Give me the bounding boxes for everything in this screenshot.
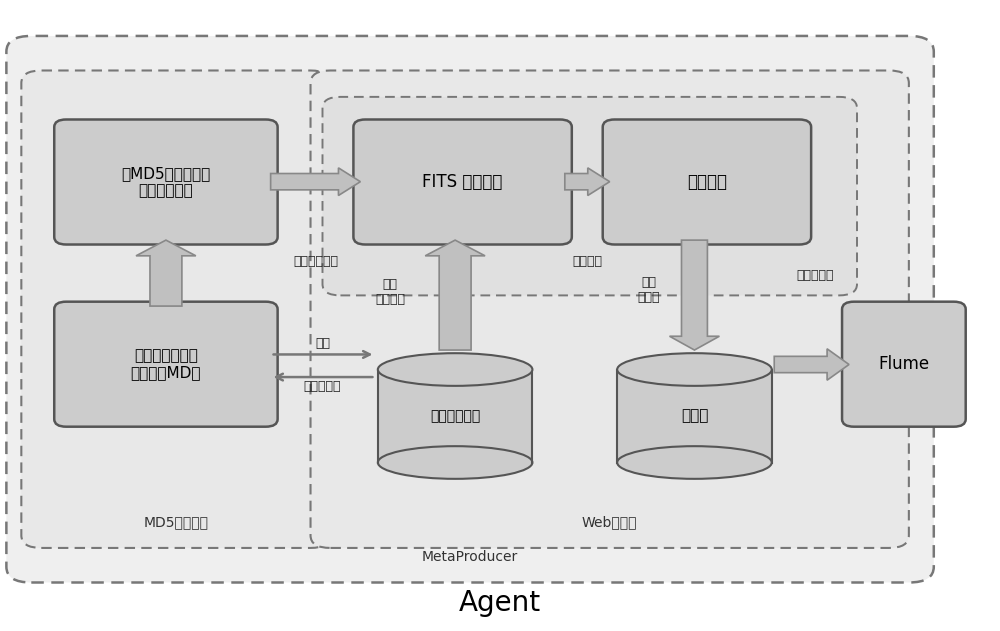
Text: Flume: Flume (878, 355, 929, 373)
FancyBboxPatch shape (21, 71, 330, 548)
Text: FITS 文件解析: FITS 文件解析 (422, 173, 503, 191)
Text: 数据解析器: 数据解析器 (797, 269, 834, 282)
Bar (378, 370, 532, 463)
FancyBboxPatch shape (842, 302, 966, 427)
Text: MD5码观测器: MD5码观测器 (143, 515, 208, 529)
FancyBboxPatch shape (322, 97, 857, 295)
Ellipse shape (617, 353, 772, 386)
FancyBboxPatch shape (6, 36, 934, 582)
Text: 数据源变化: 数据源变化 (304, 380, 341, 392)
Text: 数据清洗: 数据清洗 (687, 173, 727, 191)
Ellipse shape (378, 353, 532, 386)
Text: 数据动态信息: 数据动态信息 (293, 254, 338, 268)
Polygon shape (670, 240, 719, 350)
Text: 扫描: 扫描 (315, 337, 330, 350)
Text: 生成
元数据: 生成 元数据 (638, 276, 660, 304)
Bar (617, 370, 772, 463)
Polygon shape (774, 349, 849, 380)
Polygon shape (271, 168, 360, 196)
FancyBboxPatch shape (353, 119, 572, 244)
Text: 实时监控数据源
文件目录MD码: 实时监控数据源 文件目录MD码 (131, 348, 201, 380)
FancyBboxPatch shape (54, 302, 278, 427)
Polygon shape (425, 240, 485, 350)
Polygon shape (136, 240, 196, 306)
FancyBboxPatch shape (311, 71, 909, 548)
Text: Web服务器: Web服务器 (582, 515, 637, 529)
FancyBboxPatch shape (603, 119, 811, 244)
Ellipse shape (378, 446, 532, 479)
Polygon shape (565, 168, 610, 196)
Text: 关键字段: 关键字段 (573, 254, 603, 268)
Text: Agent: Agent (459, 589, 541, 617)
Text: 元数据: 元数据 (681, 408, 708, 423)
Text: 原始观测数据: 原始观测数据 (430, 409, 480, 423)
FancyBboxPatch shape (54, 119, 278, 244)
Ellipse shape (617, 446, 772, 479)
Text: MetaProducer: MetaProducer (422, 550, 518, 563)
Text: 读取
原始数据: 读取 原始数据 (375, 278, 405, 305)
Text: 由MD5码判断数据
源的动态信息: 由MD5码判断数据 源的动态信息 (121, 166, 211, 198)
